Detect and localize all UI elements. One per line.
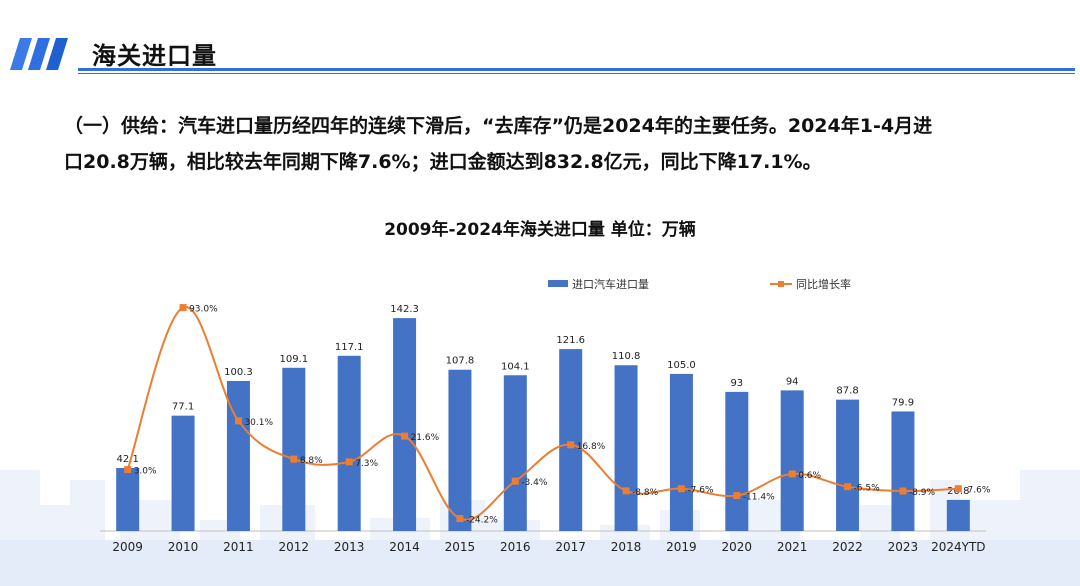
bar	[780, 390, 804, 531]
bar	[891, 411, 915, 531]
legend-bar-label: 进口汽车进口量	[572, 277, 649, 291]
x-tick-label: 2024YTD	[931, 540, 985, 554]
growth-value-label: 21.6%	[411, 433, 440, 443]
bar	[171, 415, 195, 531]
bar	[337, 355, 361, 531]
summary-paragraph: （一）供给：汽车进口量历经四年的连续下滑后，“去库存”仍是2024年的主要任务。…	[64, 108, 1054, 180]
bar-value-label: 87.8	[836, 386, 858, 397]
legend-line-marker	[778, 281, 784, 287]
growth-value-label: 0.6%	[798, 471, 821, 481]
x-tick-label: 2013	[334, 540, 365, 554]
bar-value-label: 94	[786, 376, 799, 387]
x-tick-label: 2011	[223, 540, 254, 554]
header: 海关进口量	[0, 28, 1080, 78]
growth-point	[622, 487, 630, 495]
x-tick-label: 2014	[389, 540, 420, 554]
growth-point	[234, 417, 242, 425]
growth-point	[456, 515, 464, 523]
bar	[448, 369, 472, 531]
summary-line-2: 口20.8万辆，相比较去年同期下降7.6%；进口金额达到832.8亿元，同比下降…	[64, 151, 822, 173]
legend-line-label: 同比增长率	[796, 277, 851, 291]
bar	[836, 399, 860, 531]
bar-value-label: 105.0	[667, 360, 696, 371]
bar	[614, 365, 638, 531]
x-tick-label: 2010	[168, 540, 199, 554]
growth-value-label: -11.4%	[743, 493, 775, 503]
bar	[393, 318, 417, 531]
legend-bar-swatch	[548, 280, 568, 287]
growth-value-label: 7.3%	[355, 459, 378, 469]
bar	[503, 375, 527, 531]
x-tick-label: 2019	[666, 540, 697, 554]
x-tick-label: 2018	[611, 540, 642, 554]
x-tick-label: 2021	[777, 540, 808, 554]
bar-value-label: 104.1	[501, 361, 530, 372]
x-tick-label: 2020	[722, 540, 753, 554]
growth-value-label: 8.8%	[300, 456, 323, 466]
bar	[559, 349, 583, 531]
growth-point	[733, 492, 741, 500]
growth-point	[290, 455, 298, 463]
bar	[226, 380, 250, 531]
bar-value-label: 93	[730, 378, 743, 389]
growth-value-label: -24.2%	[466, 516, 498, 526]
header-stripes-icon	[10, 38, 1075, 74]
chart-title: 2009年-2024年海关进口量 单位：万辆	[384, 220, 696, 240]
growth-value-label: 93.0%	[189, 305, 218, 315]
bar	[946, 499, 970, 531]
growth-point	[844, 483, 852, 491]
bar-value-label: 107.8	[446, 356, 475, 367]
growth-point	[511, 477, 519, 485]
growth-value-label: 3.0%	[134, 467, 157, 477]
growth-value-label: -7.6%	[687, 486, 714, 496]
growth-point	[345, 458, 353, 466]
growth-point	[788, 470, 796, 478]
bar	[725, 391, 749, 531]
x-tick-label: 2022	[832, 540, 863, 554]
bar	[669, 373, 693, 531]
growth-value-label: -3.4%	[521, 478, 548, 488]
x-tick-label: 2023	[888, 540, 919, 554]
growth-value-label: -6.5%	[854, 484, 881, 494]
growth-point	[954, 485, 962, 493]
growth-value-label: -8.9%	[909, 488, 936, 498]
growth-point	[899, 487, 907, 495]
bar	[282, 367, 306, 531]
growth-point	[179, 304, 187, 312]
x-tick-label: 2016	[500, 540, 531, 554]
growth-point	[124, 466, 132, 474]
bar-value-label: 121.6	[556, 335, 585, 346]
bar-value-label: 79.9	[892, 397, 914, 408]
bar-value-label: 110.8	[612, 351, 641, 362]
growth-point	[401, 432, 409, 440]
x-tick-label: 2012	[279, 540, 310, 554]
growth-value-label: 30.1%	[244, 418, 273, 428]
bar-value-label: 142.3	[390, 304, 419, 315]
bar	[116, 468, 140, 531]
x-tick-label: 2009	[112, 540, 143, 554]
growth-value-label: 16.8%	[577, 442, 606, 452]
growth-value-label: -7.6%	[964, 486, 991, 496]
bar-value-label: 109.1	[279, 354, 308, 365]
bar-value-label: 117.1	[335, 342, 364, 353]
bar-value-label: 42.1	[117, 454, 139, 465]
bar-value-label: 77.1	[172, 402, 194, 413]
growth-line	[126, 306, 959, 521]
page-title: 海关进口量	[92, 42, 217, 70]
growth-point	[677, 485, 685, 493]
growth-point	[567, 441, 575, 449]
x-tick-label: 2017	[555, 540, 586, 554]
growth-value-label: -8.8%	[632, 488, 659, 498]
bar-value-label: 100.3	[224, 367, 253, 378]
x-tick-label: 2015	[445, 540, 476, 554]
summary-line-1: （一）供给：汽车进口量历经四年的连续下滑后，“去库存”仍是2024年的主要任务。…	[64, 115, 933, 137]
